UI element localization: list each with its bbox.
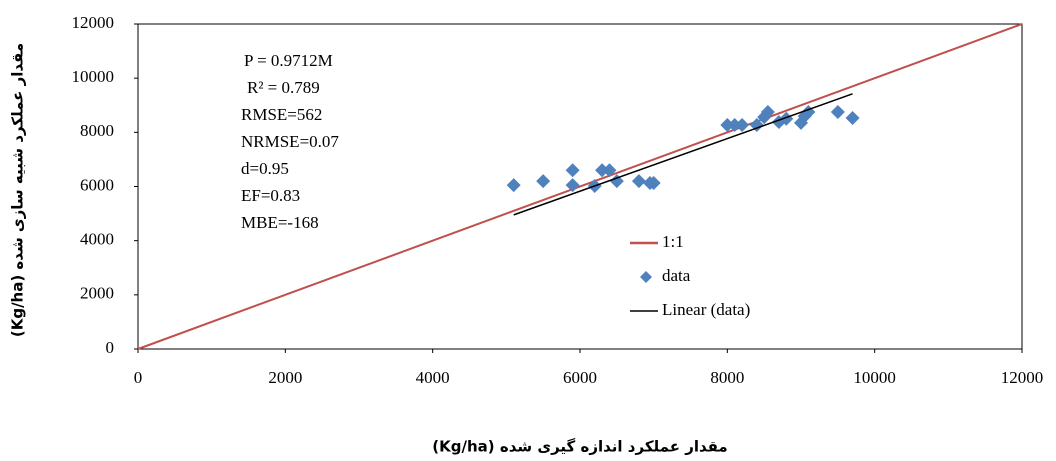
annotation: RMSE=562: [241, 105, 322, 124]
data-point: [779, 111, 794, 126]
y-tick-label: 6000: [80, 175, 114, 194]
annotation: NRMSE=0.07: [241, 132, 339, 151]
data-point: [536, 174, 551, 189]
x-tick-label: 8000: [710, 368, 744, 387]
data-point: [609, 174, 624, 189]
x-tick-label: 10000: [853, 368, 896, 387]
y-tick-label: 8000: [80, 121, 114, 140]
x-tick-label: 2000: [268, 368, 302, 387]
x-tick-label: 12000: [1001, 368, 1044, 387]
data-point: [565, 163, 580, 178]
series-line: [513, 93, 853, 216]
x-tick-label: 6000: [563, 368, 597, 387]
annotation: d=0.95: [241, 159, 289, 178]
legend-swatch: [640, 271, 652, 283]
data-point: [830, 105, 845, 120]
data-point: [727, 118, 742, 133]
legend-label: Linear (data): [662, 300, 750, 319]
data-point: [735, 118, 750, 133]
y-tick-label: 0: [106, 338, 115, 357]
x-tick-label: 0: [134, 368, 143, 387]
data-point: [760, 105, 775, 120]
y-tick-label: 4000: [80, 230, 114, 249]
annotation: P = 0.9712M: [244, 51, 333, 70]
y-tick-label: 2000: [80, 284, 114, 303]
y-tick-label: 12000: [72, 13, 115, 32]
legend-label: 1:1: [662, 232, 684, 251]
series-line: [137, 23, 1023, 350]
legend-label: data: [662, 266, 691, 285]
data-point: [565, 178, 580, 193]
data-point: [845, 110, 860, 125]
annotation: EF=0.83: [241, 186, 300, 205]
data-point: [720, 118, 735, 133]
annotation: R² = 0.789: [247, 78, 320, 97]
y-axis-title: مقدار عملکرد شبیه سازی شده (Kg/ha): [9, 43, 27, 337]
x-tick-label: 4000: [416, 368, 450, 387]
data-point: [646, 175, 661, 190]
data-point: [506, 178, 521, 193]
data-point: [595, 163, 610, 178]
annotation: MBE=-168: [241, 213, 319, 232]
data-point: [602, 163, 617, 178]
y-tick-label: 10000: [72, 67, 115, 86]
data-point: [631, 174, 646, 189]
x-axis-title: مقدار عملکرد اندازه گیری شده (Kg/ha): [432, 438, 727, 456]
